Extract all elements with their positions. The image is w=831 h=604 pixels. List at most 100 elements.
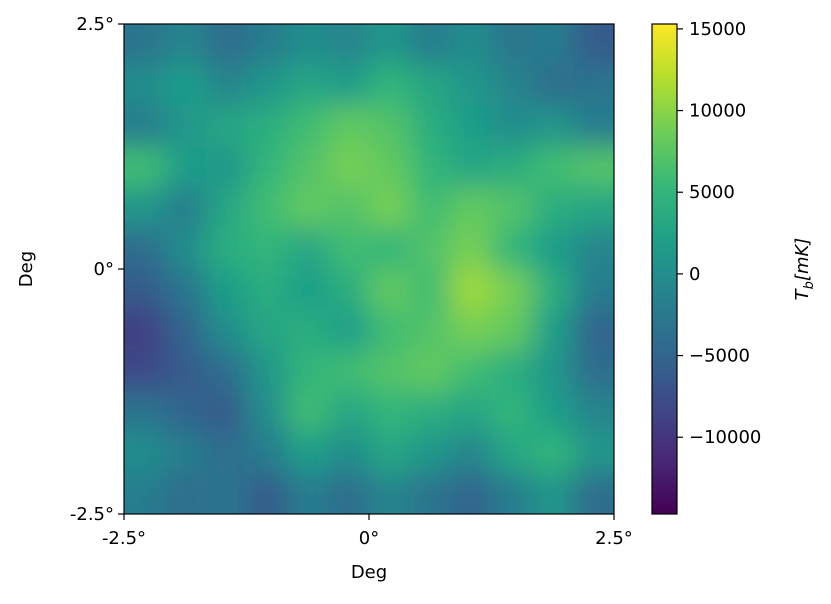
x-axis-label: Deg	[351, 562, 387, 583]
heatmap-cell	[124, 350, 166, 392]
heatmap-cell	[124, 187, 166, 229]
heatmap-cell	[328, 187, 370, 229]
heatmap-cell	[450, 309, 492, 352]
heatmap-cell	[287, 391, 329, 433]
heatmap-cell	[369, 64, 411, 107]
heatmap-cell	[287, 64, 329, 107]
heatmap-cell	[532, 187, 574, 229]
heatmap-cell	[450, 64, 492, 107]
heatmap-cell	[287, 146, 329, 188]
heatmap-cell	[287, 432, 329, 474]
heatmap-cell	[491, 64, 533, 107]
heatmap-cell	[164, 187, 207, 229]
heatmap-cell	[246, 146, 288, 188]
heatmap-cell	[491, 432, 533, 474]
heatmap-cell	[532, 64, 574, 107]
heatmap-cell	[450, 473, 492, 514]
heatmap-cell	[491, 24, 533, 66]
heatmap-cell	[124, 309, 166, 352]
heatmap-cell	[573, 146, 614, 188]
heatmap-cell	[246, 269, 288, 311]
heatmap-cell	[205, 105, 247, 147]
heatmap-cell	[205, 24, 247, 66]
heatmap-cell	[164, 391, 207, 433]
heatmap-cell	[328, 228, 370, 270]
heatmap-cell	[573, 64, 614, 107]
heatmap-cell	[205, 350, 247, 392]
heatmap-area	[124, 24, 614, 514]
heatmap-cell	[491, 105, 533, 147]
heatmap-cell	[164, 350, 207, 392]
heatmap-cell	[409, 350, 452, 392]
heatmap-cell	[205, 473, 247, 514]
heatmap-cell	[369, 391, 411, 433]
heatmap-cell	[205, 187, 247, 229]
heatmap-cell	[124, 228, 166, 270]
heatmap-cell	[246, 350, 288, 392]
heatmap-cell	[450, 146, 492, 188]
heatmap-cell	[491, 269, 533, 311]
heatmap-cell	[164, 473, 207, 514]
heatmap-cell	[164, 24, 207, 66]
heatmap-cell	[246, 105, 288, 147]
colorbar	[651, 23, 678, 515]
heatmap-cell	[287, 187, 329, 229]
heatmap-cell	[205, 391, 247, 433]
heatmap-cell	[532, 269, 574, 311]
heatmap-cell	[450, 269, 492, 311]
heatmap-cell	[328, 432, 370, 474]
heatmap-cell	[450, 24, 492, 66]
heatmap-cell	[246, 24, 288, 66]
heatmap-cell	[164, 146, 207, 188]
heatmap-cell	[369, 146, 411, 188]
heatmap-cell	[369, 24, 411, 66]
heatmap-cell	[246, 432, 288, 474]
heatmap-cell	[328, 24, 370, 66]
heatmap-cell	[328, 64, 370, 107]
y-tick-label: 0°	[94, 259, 114, 280]
heatmap-cell	[369, 350, 411, 392]
heatmap-cell	[287, 24, 329, 66]
colorbar-label-unit: [mK]	[792, 238, 813, 281]
heatmap-cell	[246, 64, 288, 107]
heatmap-cell	[124, 269, 166, 311]
heatmap-cell	[124, 473, 166, 514]
heatmap-cell	[124, 64, 166, 107]
heatmap-cell	[532, 24, 574, 66]
heatmap-cell	[409, 24, 452, 66]
heatmap-cell	[450, 228, 492, 270]
heatmap-cell	[205, 228, 247, 270]
heatmap-cell	[409, 228, 452, 270]
heatmap-cell	[369, 269, 411, 311]
y-tick-label: -2.5°	[70, 504, 114, 525]
heatmap-cell	[369, 228, 411, 270]
colorbar-tick-label: −10000	[689, 427, 761, 448]
heatmap-cell	[205, 269, 247, 311]
heatmap-cell	[164, 269, 207, 311]
heatmap-cell	[450, 350, 492, 392]
heatmap-cell	[164, 432, 207, 474]
heatmap-cell	[409, 309, 452, 352]
colorbar-label: Tb[mK]	[792, 238, 817, 301]
heatmap-cell	[409, 432, 452, 474]
heatmap-cell	[450, 432, 492, 474]
heatmap-cell	[205, 432, 247, 474]
heatmap-cell	[369, 309, 411, 352]
heatmap-cell	[409, 146, 452, 188]
x-tick-label: 0°	[359, 528, 379, 549]
heatmap-cell	[246, 187, 288, 229]
heatmap-cell	[246, 391, 288, 433]
heatmap-cell	[450, 105, 492, 147]
heatmap-cell	[287, 309, 329, 352]
heatmap-cell	[246, 473, 288, 514]
colorbar-tick-label: 15000	[689, 19, 746, 40]
heatmap-cell	[491, 146, 533, 188]
heatmap-cell	[573, 391, 614, 433]
heatmap-cell	[532, 391, 574, 433]
heatmap-cell	[450, 391, 492, 433]
heatmap-cell	[491, 473, 533, 514]
heatmap-cell	[573, 228, 614, 270]
heatmap-cell	[491, 228, 533, 270]
heatmap-cell	[491, 309, 533, 352]
